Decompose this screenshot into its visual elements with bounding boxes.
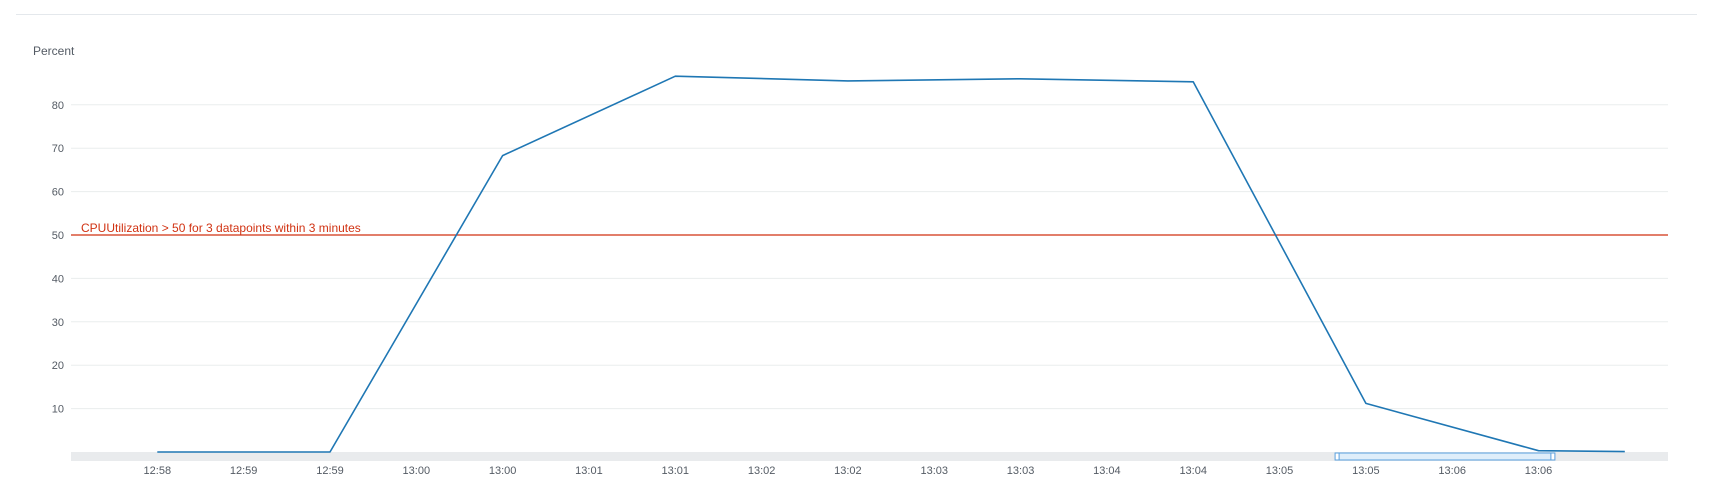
- grid-layer: 10 20 30 40 50 60 70 80: [52, 100, 1668, 416]
- brush-handle-left[interactable]: [1335, 453, 1339, 460]
- x-tick-label: 13:04: [1179, 465, 1207, 477]
- x-tick-label: 12:59: [230, 465, 258, 477]
- x-tick-label: 13:00: [403, 465, 431, 477]
- x-tick-label: 13:00: [489, 465, 517, 477]
- time-range-brush[interactable]: [1335, 453, 1555, 460]
- x-tick-label: 13:02: [834, 465, 862, 477]
- x-tick-label: 12:58: [144, 465, 172, 477]
- x-tick-label: 12:59: [316, 465, 344, 477]
- y-tick-label: 40: [52, 273, 64, 285]
- x-tick-label: 13:04: [1093, 465, 1121, 477]
- x-tick-label: 13:03: [1007, 465, 1035, 477]
- y-tick-label: 70: [52, 143, 64, 155]
- y-tick-label: 10: [52, 404, 64, 416]
- threshold-annotation: CPUUtilization > 50 for 3 datapoints wit…: [71, 221, 1668, 235]
- x-tick-label: 13:05: [1266, 465, 1294, 477]
- y-tick-label: 50: [52, 230, 64, 242]
- brush-selection[interactable]: [1337, 453, 1553, 460]
- y-tick-label: 30: [52, 317, 64, 329]
- x-tick-label: 13:03: [920, 465, 948, 477]
- x-tick-label: 13:06: [1438, 465, 1466, 477]
- brush-handle-right[interactable]: [1551, 453, 1555, 460]
- y-tick-label: 80: [52, 100, 64, 112]
- series-layer: [157, 76, 1625, 452]
- series-line-cpu-utilization: [157, 76, 1625, 452]
- x-tick-label: 13:01: [662, 465, 690, 477]
- y-axis-unit-label: Percent: [33, 44, 75, 58]
- threshold-label: CPUUtilization > 50 for 3 datapoints wit…: [81, 221, 361, 235]
- x-tick-label: 13:06: [1525, 465, 1553, 477]
- x-tick-label: 13:05: [1352, 465, 1380, 477]
- x-tick-label: 13:02: [748, 465, 776, 477]
- x-tick-label: 13:01: [575, 465, 603, 477]
- y-tick-label: 60: [52, 187, 64, 199]
- y-tick-label: 20: [52, 360, 64, 372]
